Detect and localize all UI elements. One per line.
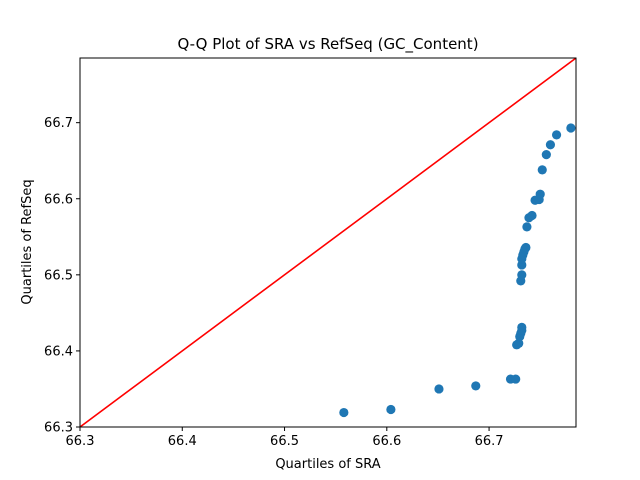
data-point: [541, 150, 551, 160]
chart-title: Q-Q Plot of SRA vs RefSeq (GC_Content): [177, 35, 478, 54]
data-point: [537, 165, 547, 175]
data-point: [566, 123, 576, 133]
x-tick-label: 66.5: [270, 434, 299, 449]
data-point: [514, 338, 524, 348]
y-axis-title: Quartiles of RefSeq: [20, 179, 35, 304]
data-point: [527, 210, 537, 221]
y-tick-label: 66.5: [44, 268, 73, 283]
x-tick-label: 66.7: [475, 434, 504, 449]
axes-frame: [79, 57, 577, 428]
data-point: [434, 384, 444, 394]
y-tick-label: 66.3: [44, 421, 73, 436]
data-point: [535, 189, 545, 199]
x-tick-label: 66.4: [168, 434, 197, 449]
y-tick-label: 66.4: [44, 344, 73, 359]
plot-area: 66.3 66.4 66.5 66.6 66.7 66.3 66.4 66.5 66.6 66.7: [44, 57, 577, 449]
data-point: [471, 381, 481, 391]
data-point: [517, 322, 527, 332]
data-point: [517, 270, 527, 280]
reference-line: [80, 58, 576, 427]
data-point: [511, 374, 521, 384]
data-point: [545, 140, 556, 150]
y-tick-label: 66.7: [44, 116, 73, 131]
x-tick-label: 66.6: [372, 434, 401, 449]
data-point: [339, 407, 349, 418]
x-tick-label: 66.3: [66, 434, 95, 449]
data-point: [386, 404, 396, 415]
x-axis-title: Quartiles of SRA: [275, 457, 380, 472]
data-point: [551, 130, 562, 140]
data-point: [521, 242, 531, 253]
y-tick-label: 66.6: [44, 192, 73, 207]
data-point: [522, 222, 532, 232]
